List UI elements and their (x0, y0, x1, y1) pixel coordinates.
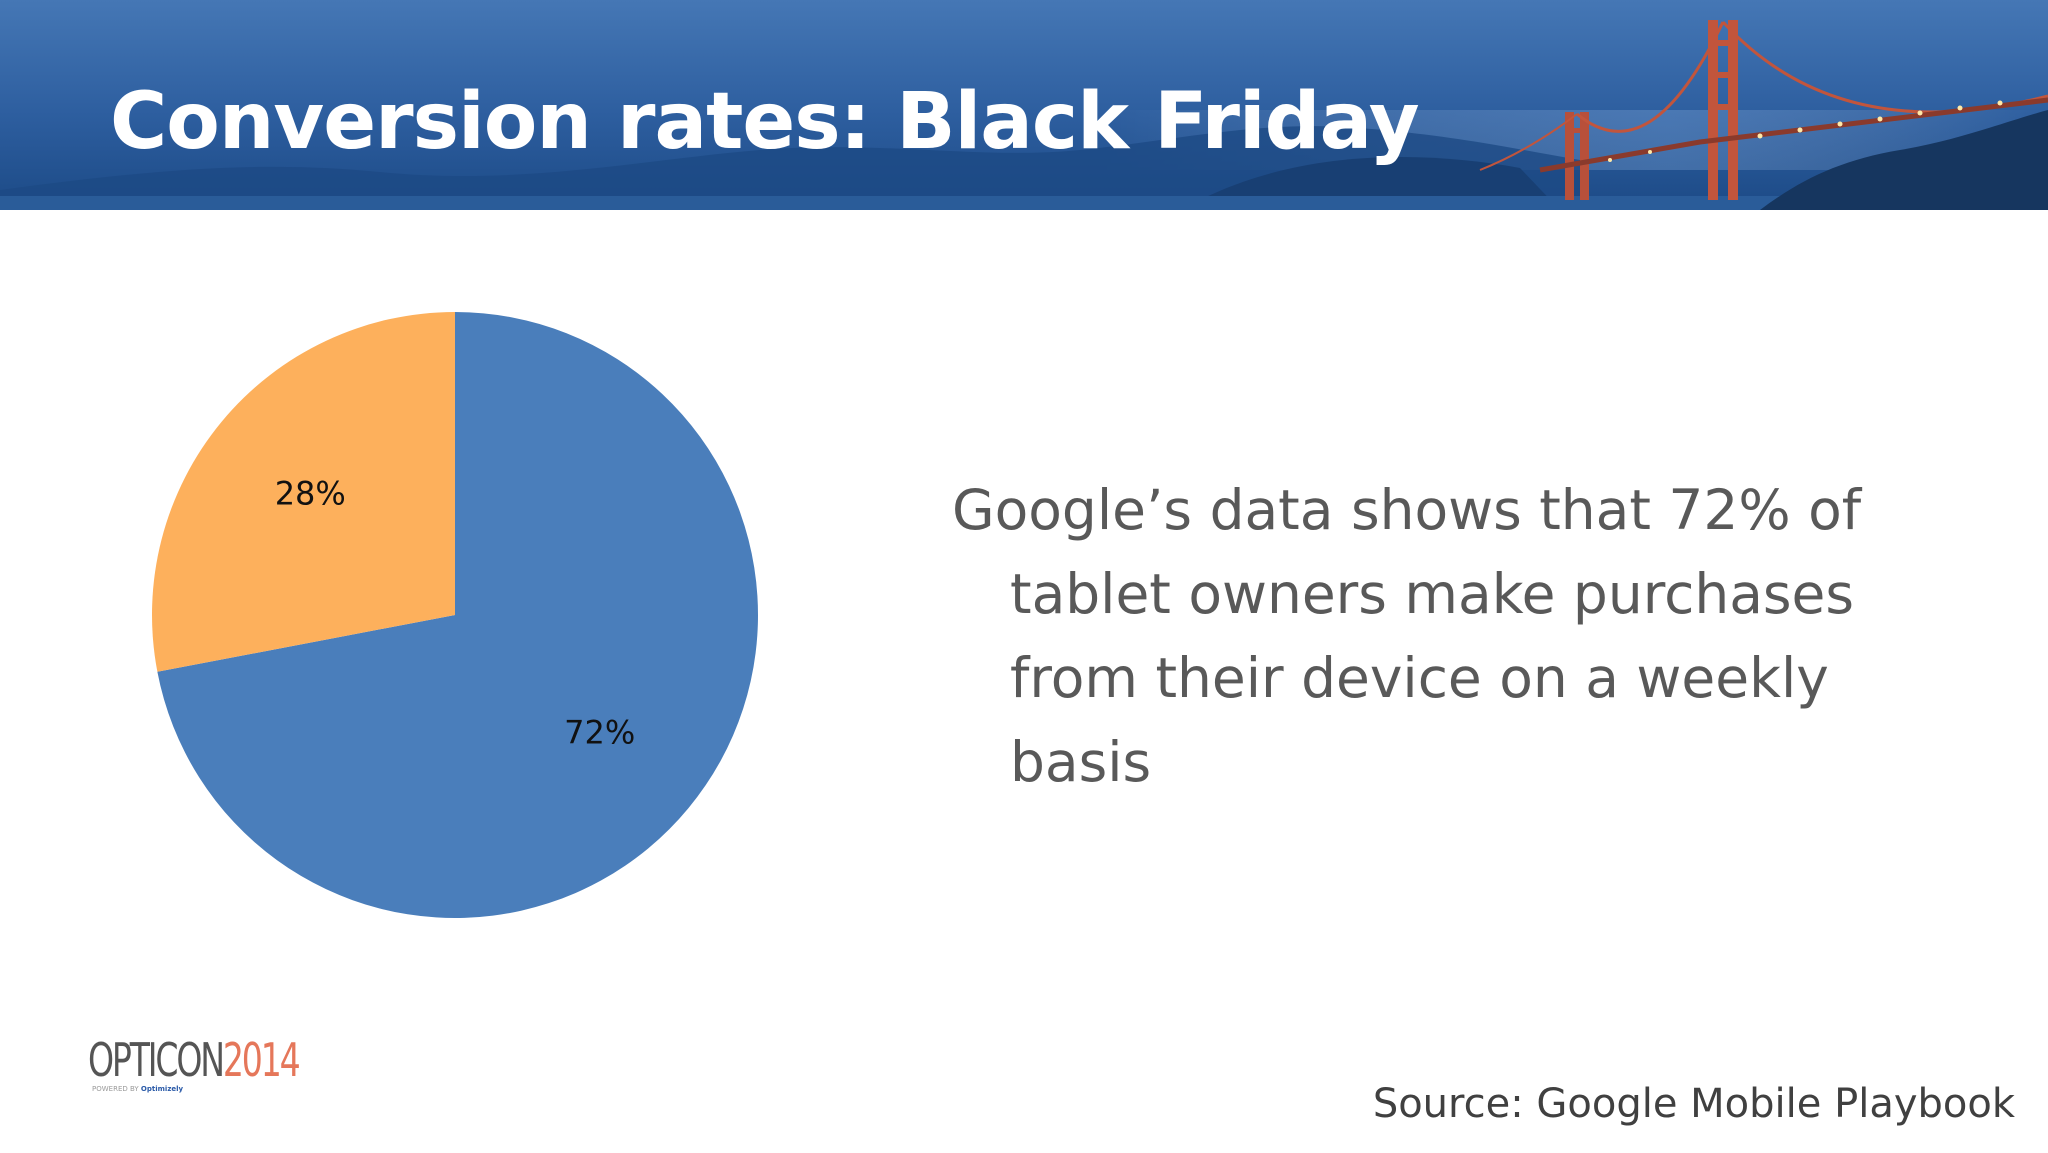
logo-subline: POWERED BY Optimizely (92, 1084, 328, 1094)
logo-sub-brand: Optimizely (140, 1085, 184, 1093)
pie-label-28: 28% (275, 474, 346, 512)
logo-wordmark: OPTICON2014 (88, 1033, 301, 1087)
pie-slice-28 (151, 312, 455, 672)
bridge-landscape-image (0, 0, 2048, 210)
logo-year: 2014 (222, 1033, 301, 1087)
pie-label-72: 72% (564, 714, 635, 752)
source-note: Source: Google Mobile Playbook (1372, 1081, 2015, 1127)
header-banner: Conversion rates: Black Friday (0, 0, 2048, 210)
logo-sub-prefix: POWERED BY (92, 1085, 139, 1093)
pie-slice-72 (157, 312, 758, 918)
pie-chart: 72% 28% (151, 312, 758, 918)
opticon-logo: OPTICON2014 POWERED BY Optimizely (88, 1036, 328, 1096)
logo-word: OPTICON (88, 1033, 225, 1087)
body-text: Google’s data shows that 72% of tablet o… (952, 478, 1862, 794)
slide-title: Conversion rates: Black Friday (110, 77, 1420, 167)
